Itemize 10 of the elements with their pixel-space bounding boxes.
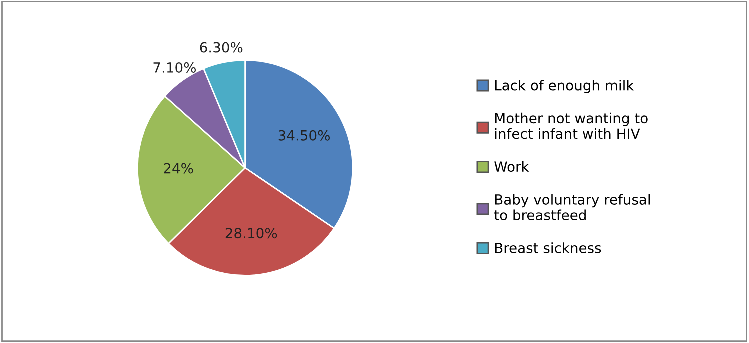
data-label: 7.10%	[154, 62, 196, 73]
legend-label: Work	[494, 161, 530, 172]
data-label: 24%	[164, 163, 194, 174]
legend-label: Lack of enough milk	[495, 80, 634, 94]
data-label: 34.50%	[278, 130, 330, 141]
legend-label: Baby voluntary refusal to breastfeed	[494, 194, 650, 221]
legend-label: Breast sickness	[495, 242, 602, 254]
data-label: 6.30%	[200, 42, 243, 53]
data-label: 28.10%	[226, 228, 278, 239]
legend-label: Mother not wanting to infect infant with HIV	[495, 112, 648, 140]
